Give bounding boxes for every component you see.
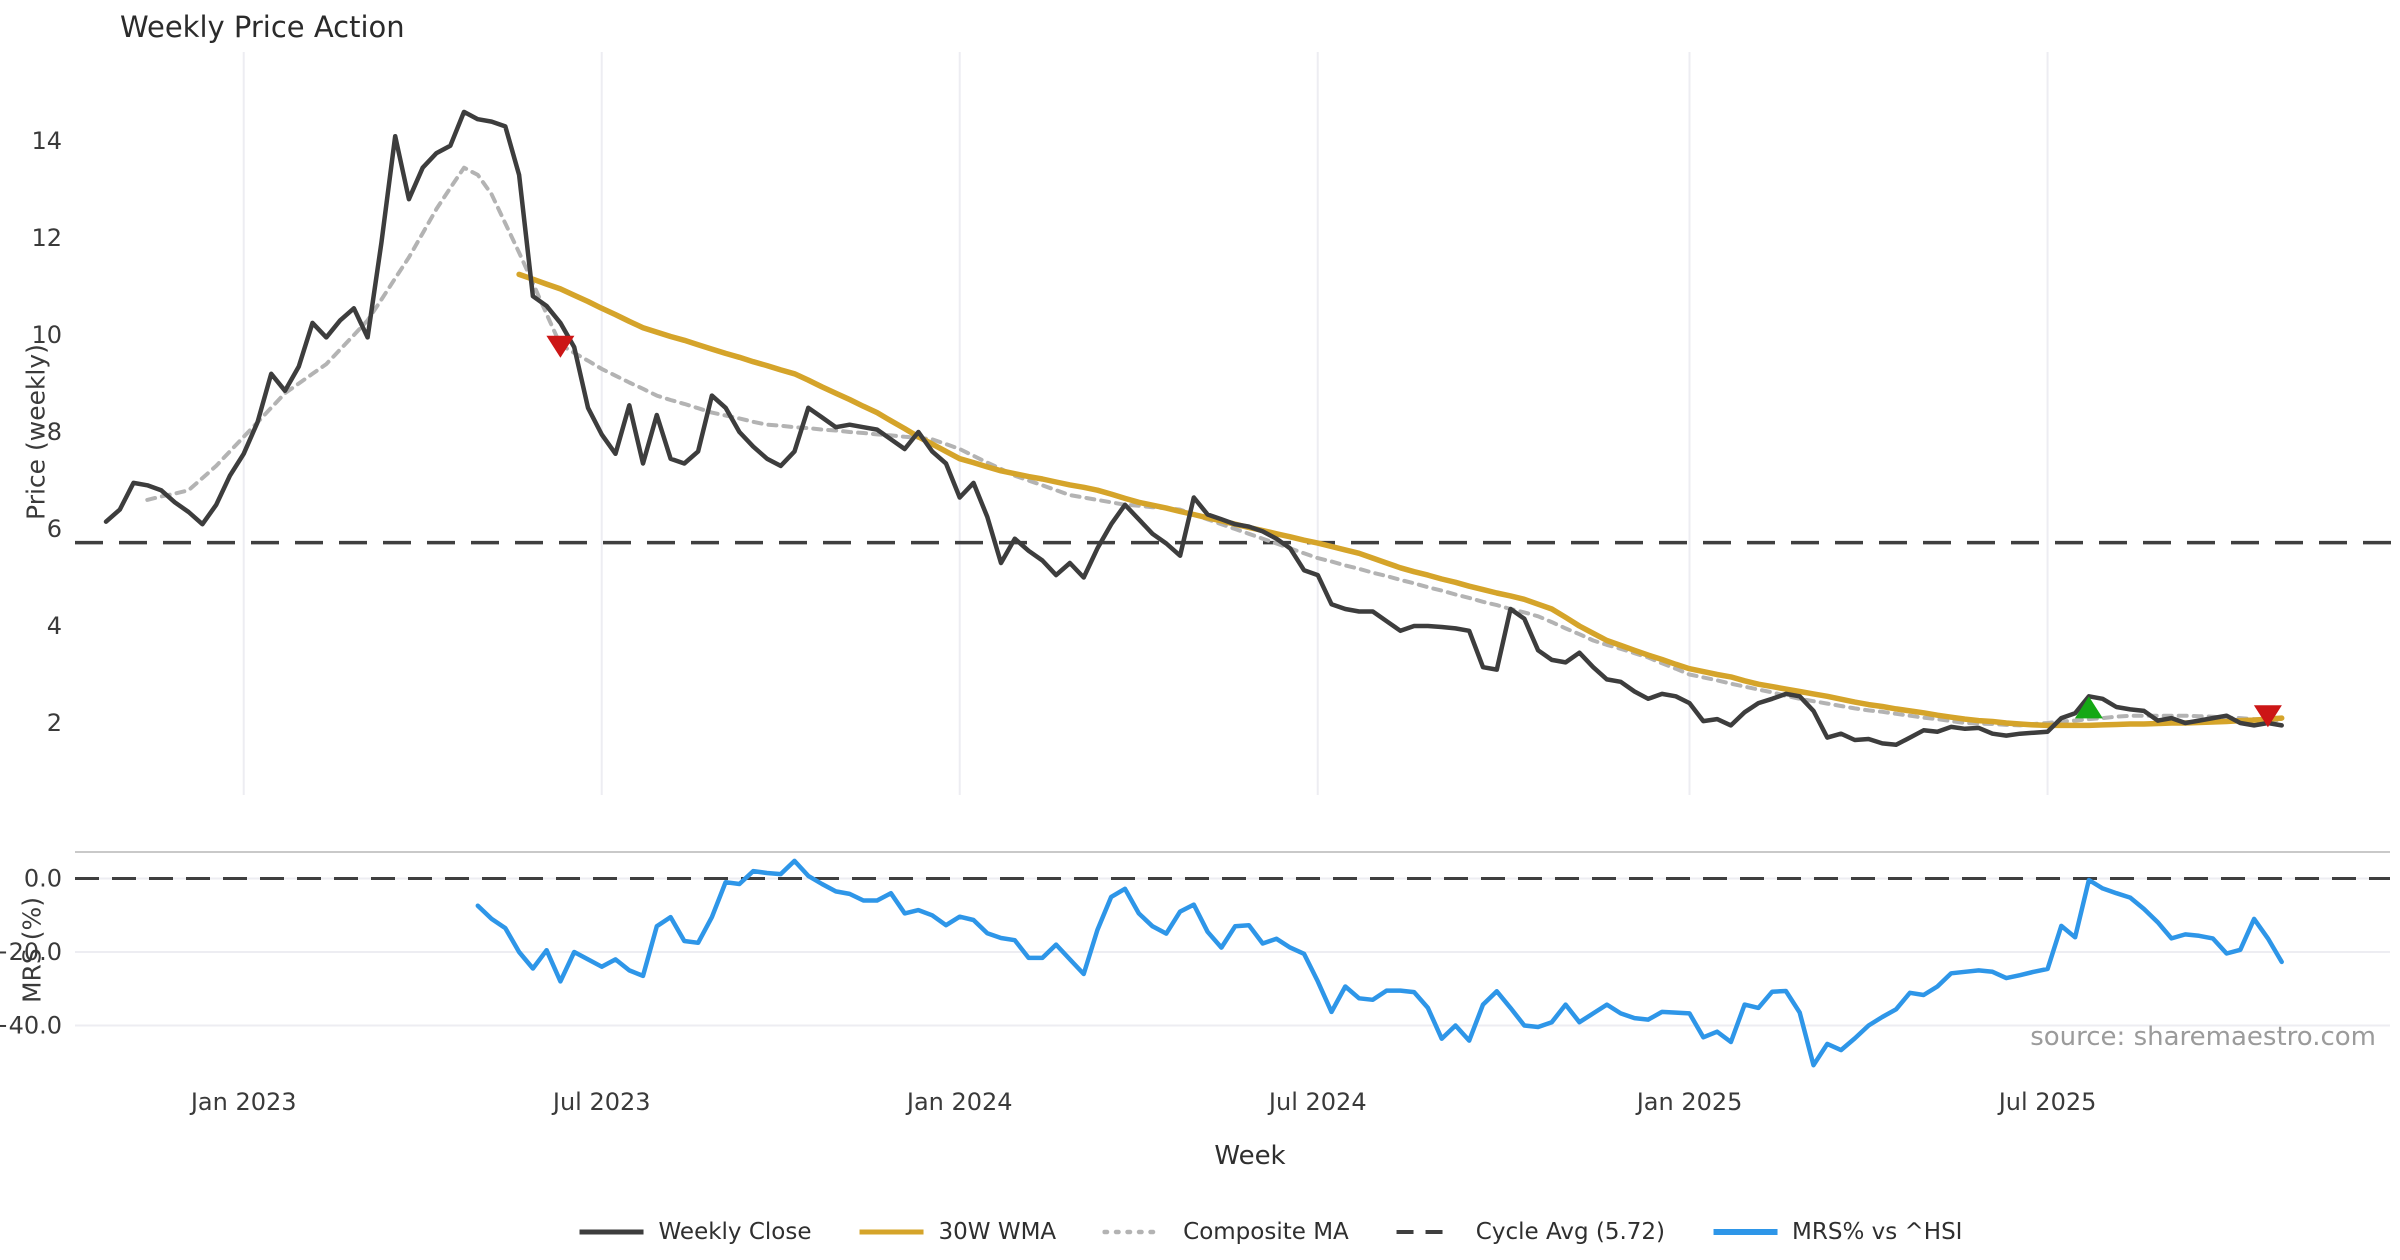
legend-item-weekly-close: Weekly Close (578, 1219, 812, 1245)
legend-label-weekly-close: Weekly Close (658, 1219, 812, 1245)
buy-marker-icon (2074, 696, 2103, 719)
mrs-tick-label: −40.0 (0, 1012, 62, 1040)
x-tick-label: Jan 2024 (905, 1088, 1013, 1116)
legend-item-mrs-vs-hsi: MRS% vs ^HSI (1711, 1219, 1962, 1245)
x-tick-label: Jan 2025 (1635, 1088, 1743, 1116)
price-tick-label: 4 (47, 612, 62, 640)
legend: Weekly Close 30W WMA Composite MA Cycle Avg… (578, 1219, 1962, 1245)
source-credit: source: sharemaestro.com (2030, 1022, 2376, 1052)
x-tick-label: Jul 2024 (1267, 1088, 1367, 1116)
mrs-line (475, 858, 2284, 1068)
weekly-close-line (103, 109, 2284, 748)
composite-ma-line (145, 165, 2284, 728)
legend-item-cycle-avg: Cycle Avg (5.72) (1395, 1219, 1665, 1245)
legend-item-composite-ma: Composite MA (1102, 1219, 1349, 1245)
legend-label-mrs-vs-hsi: MRS% vs ^HSI (1792, 1219, 1963, 1245)
sell-marker-icon (2253, 705, 2282, 728)
legend-label-cycle-avg: Cycle Avg (5.72) (1475, 1219, 1666, 1245)
legend-item-wma-30w: 30W WMA (858, 1219, 1057, 1245)
price-tick-label: 6 (47, 515, 62, 543)
weekly-close-swatch-icon (579, 1229, 644, 1235)
cycle-avg-swatch-icon (1396, 1230, 1449, 1234)
composite-ma-swatch-icon (1102, 1229, 1163, 1235)
mrs-tick-label: −20.0 (0, 938, 62, 966)
price-tick-label: 14 (31, 127, 62, 155)
price-tick-label: 10 (31, 321, 62, 349)
legend-label-wma-30w: 30W WMA (938, 1219, 1057, 1245)
x-tick-label: Jul 2025 (1997, 1088, 2097, 1116)
wma-30w-line (516, 271, 2285, 729)
wma-30w-swatch-icon (859, 1229, 924, 1235)
chart-title: Weekly Price Action (120, 10, 405, 44)
price-tick-label: 8 (47, 418, 62, 446)
x-tick-label: Jan 2023 (189, 1088, 297, 1116)
x-axis-label: Week (1214, 1141, 1286, 1171)
sell-marker-icon (546, 335, 575, 358)
mrs-vs-hsi-swatch-icon (1713, 1229, 1778, 1235)
x-tick-label: Jul 2023 (551, 1088, 651, 1116)
legend-label-composite-ma: Composite MA (1183, 1219, 1349, 1245)
price-tick-label: 12 (31, 224, 62, 252)
price-tick-label: 2 (47, 709, 62, 737)
mrs-tick-label: 0.0 (24, 865, 62, 893)
